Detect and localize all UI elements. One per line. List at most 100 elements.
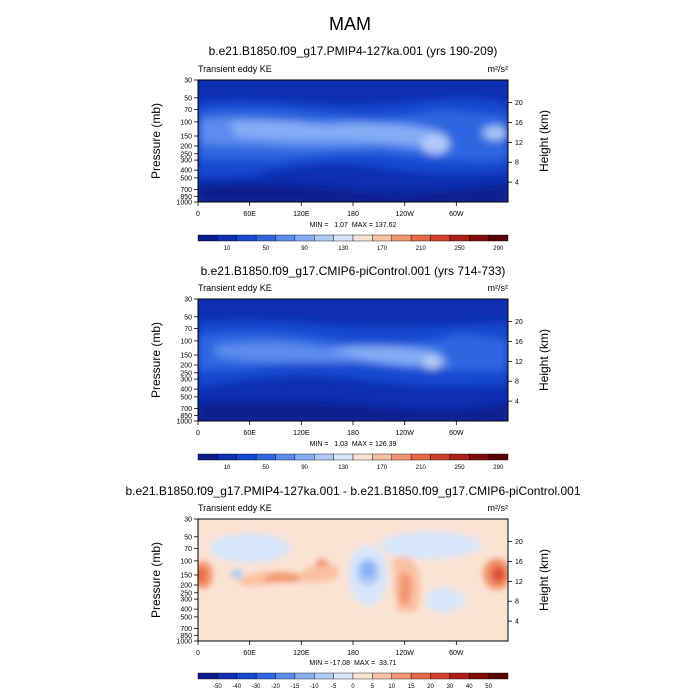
colorbar-swatch <box>314 672 334 680</box>
x-tick-label: 180 <box>347 650 359 657</box>
colorbar-swatch <box>217 234 237 242</box>
colorbar-swatch <box>391 672 412 680</box>
x-tick-label: 120W <box>396 430 415 437</box>
y-tick-label: 150 <box>180 352 192 359</box>
colorbar-swatch <box>430 453 451 461</box>
y2-tick-label: 20 <box>515 539 523 546</box>
colorbar-label: 130 <box>338 465 349 471</box>
y-tick-label: 70 <box>184 546 192 553</box>
colorbar-label: 250 <box>455 465 466 471</box>
y-tick-label: 400 <box>180 168 192 175</box>
contour-field <box>198 519 508 641</box>
y2-tick-label: 8 <box>515 379 519 386</box>
x-tick-label: 120W <box>396 650 415 657</box>
colorbar-swatch <box>352 672 373 680</box>
y-tick-label: 70 <box>184 326 192 333</box>
stats-label: MIN = 1.03 MAX = 126.39 <box>310 441 397 448</box>
colorbar-label: 10 <box>388 684 395 690</box>
colorbar-swatch <box>314 453 334 461</box>
y-tick-label: 850 <box>180 633 192 640</box>
y-tick-label: 30 <box>184 78 192 85</box>
colorbar-swatch <box>197 234 218 242</box>
colorbar-swatch <box>469 234 489 242</box>
colorbar-swatch <box>449 453 470 461</box>
colorbar-label: -20 <box>271 684 280 690</box>
colorbar-swatch <box>372 672 392 680</box>
y2-axis-label: Height (km) <box>537 549 551 611</box>
y-tick-label: 30 <box>184 297 192 304</box>
colorbar-swatch <box>255 234 276 242</box>
colorbar-label: 10 <box>224 465 231 471</box>
y2-axis-ticks: 20 16 12 8 4 <box>508 539 523 626</box>
y-tick-label: 300 <box>180 158 192 165</box>
y-tick-label: 1000 <box>176 419 192 426</box>
colorbar-label: -15 <box>291 684 300 690</box>
colorbar-label: 50 <box>262 465 269 471</box>
y2-axis-label: Height (km) <box>537 110 551 172</box>
colorbar-label: 130 <box>338 246 349 252</box>
y-tick-label: 500 <box>180 175 192 182</box>
y-tick-label: 50 <box>184 95 192 102</box>
colorbar-swatch <box>488 672 509 680</box>
colorbar: -50 -40 -30 -20 -15 -10 -5 0 5 10 15 20 30 40 50 <box>197 672 509 690</box>
units-label: m²/s² <box>488 64 509 74</box>
colorbar-label: 290 <box>493 465 504 471</box>
y-tick-label: 700 <box>180 187 192 194</box>
colorbar-swatch <box>333 453 354 461</box>
colorbar-label: 0 <box>351 684 355 690</box>
x-tick-label: 60E <box>243 211 256 218</box>
y2-tick-label: 16 <box>515 339 523 346</box>
y2-tick-label: 12 <box>515 140 523 147</box>
panel-2: b.e21.B1850.f09_g17.CMIP6-piControl.001 … <box>149 264 551 471</box>
y-axis-label: Pressure (mb) <box>149 103 163 179</box>
colorbar-swatch <box>469 672 489 680</box>
colorbar-label: 40 <box>466 684 473 690</box>
y2-axis-ticks: 20 16 12 8 4 <box>508 319 523 406</box>
y-tick-label: 30 <box>184 517 192 524</box>
colorbar-swatch <box>333 234 354 242</box>
colorbar-swatch <box>488 453 509 461</box>
variable-label: Transient eddy KE <box>198 64 272 74</box>
x-tick-label: 60E <box>243 650 256 657</box>
y-tick-label: 250 <box>180 151 192 158</box>
colorbar-label: 20 <box>427 684 434 690</box>
colorbar-swatch <box>314 234 334 242</box>
y-tick-label: 100 <box>180 119 192 126</box>
x-tick-label: 0 <box>196 430 200 437</box>
colorbar-label: 210 <box>416 465 427 471</box>
colorbar: 10 50 90 130 170 210 250 290 <box>197 234 509 252</box>
colorbar-label: -10 <box>310 684 319 690</box>
x-tick-label: 0 <box>196 211 200 218</box>
y-tick-label: 100 <box>180 558 192 565</box>
colorbar-label: -5 <box>331 684 337 690</box>
stats-label: MIN = 1.07 MAX = 137.62 <box>310 222 397 229</box>
y2-tick-label: 16 <box>515 120 523 127</box>
x-tick-label: 60W <box>449 211 464 218</box>
y-tick-label: 250 <box>180 370 192 377</box>
y-tick-label: 700 <box>180 626 192 633</box>
y-tick-label: 850 <box>180 194 192 201</box>
y-axis-label: Pressure (mb) <box>149 542 163 618</box>
x-tick-label: 60E <box>243 430 256 437</box>
x-tick-label: 120E <box>293 650 310 657</box>
colorbar-swatch <box>372 234 392 242</box>
y2-tick-label: 20 <box>515 100 523 107</box>
y-tick-label: 500 <box>180 614 192 621</box>
figure-title: MAM <box>329 14 371 34</box>
y-tick-label: 150 <box>180 133 192 140</box>
colorbar-label: 30 <box>447 684 454 690</box>
colorbar-swatch <box>333 672 354 680</box>
colorbar-swatch <box>294 672 315 680</box>
colorbar-swatch <box>217 672 237 680</box>
panel-1: b.e21.B1850.f09_g17.PMIP4-127ka.001 (yrs… <box>149 44 551 252</box>
y-tick-label: 850 <box>180 413 192 420</box>
y2-tick-label: 4 <box>515 619 519 626</box>
y2-tick-label: 12 <box>515 579 523 586</box>
x-tick-label: 0 <box>196 650 200 657</box>
y-tick-label: 1000 <box>176 200 192 207</box>
y-tick-label: 400 <box>180 387 192 394</box>
colorbar-swatch <box>236 453 257 461</box>
